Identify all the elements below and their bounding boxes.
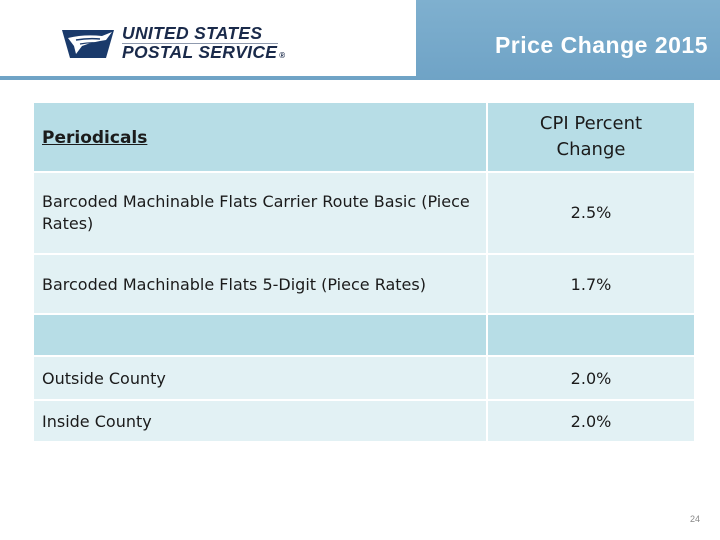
table-row: Outside County 2.0% <box>34 357 694 401</box>
row-label: Barcoded Machinable Flats Carrier Route … <box>34 173 488 255</box>
logo-wordmark: UNITED STATES POSTAL SERVICE ® <box>122 23 286 65</box>
header-metric: CPI Percent Change <box>488 103 694 173</box>
logo-line-2-text: POSTAL SERVICE <box>122 42 278 62</box>
header-band: UNITED STATES POSTAL SERVICE ® Price Chan… <box>0 0 720 80</box>
table-row-spacer <box>34 315 694 357</box>
price-change-table: Periodicals CPI Percent Change Barcoded … <box>34 103 694 443</box>
table-row: Inside County 2.0% <box>34 401 694 443</box>
logo-divider <box>122 43 278 44</box>
header-metric-line2: Change <box>556 139 626 160</box>
row-value: 2.0% <box>488 357 694 401</box>
row-label: Outside County <box>34 357 488 401</box>
row-value <box>488 315 694 357</box>
row-value: 2.5% <box>488 173 694 255</box>
eagle-logo-icon <box>62 30 114 58</box>
row-label: Barcoded Machinable Flats 5-Digit (Piece… <box>34 255 488 315</box>
row-label: Inside County <box>34 401 488 443</box>
registered-mark: ® <box>279 51 286 60</box>
table-row: Barcoded Machinable Flats 5-Digit (Piece… <box>34 255 694 315</box>
logo-line-1: UNITED STATES <box>122 23 263 43</box>
row-value: 1.7% <box>488 255 694 315</box>
header-category: Periodicals <box>34 103 488 173</box>
row-value: 2.0% <box>488 401 694 443</box>
usps-logo: UNITED STATES POSTAL SERVICE ® <box>0 0 416 76</box>
slide-title: Price Change 2015 <box>494 32 708 58</box>
header-metric-line1: CPI Percent <box>539 113 643 134</box>
logo-line-2: POSTAL SERVICE ® <box>122 42 286 65</box>
table-header-row: Periodicals CPI Percent Change <box>34 103 694 173</box>
page-number: 24 <box>689 514 700 524</box>
row-label <box>34 315 488 357</box>
table-row: Barcoded Machinable Flats Carrier Route … <box>34 173 694 255</box>
